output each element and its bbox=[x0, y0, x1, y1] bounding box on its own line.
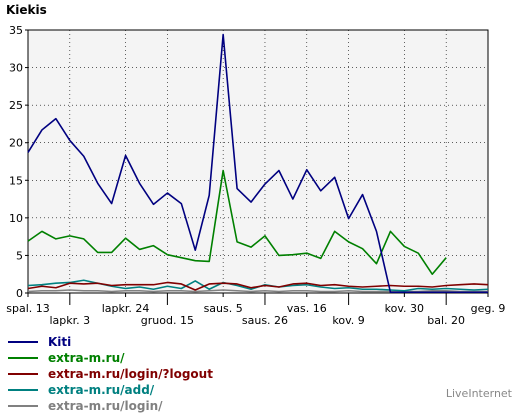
legend-item-extra-m-ru: extra-m.ru/ bbox=[8, 350, 213, 366]
legend-item-add: extra-m.ru/add/ bbox=[8, 382, 213, 398]
legend-label: extra-m.ru/ bbox=[48, 351, 125, 365]
x-tick-label: saus. 26 bbox=[242, 314, 288, 327]
legend-label: extra-m.ru/login/ bbox=[48, 399, 163, 413]
legend-label: extra-m.ru/add/ bbox=[48, 383, 155, 397]
x-tick-label: spal. 13 bbox=[6, 302, 50, 315]
legend-swatch bbox=[8, 373, 38, 375]
x-tick-label: kov. 30 bbox=[385, 302, 424, 315]
y-tick-label: 5 bbox=[16, 249, 23, 262]
y-tick-label: 20 bbox=[9, 137, 23, 150]
x-tick-label: geg. 9 bbox=[471, 302, 506, 315]
legend-label: extra-m.ru/login/?logout bbox=[48, 367, 213, 381]
y-tick-label: 25 bbox=[9, 99, 23, 112]
y-tick-label: 0 bbox=[16, 287, 23, 300]
x-tick-label: bal. 20 bbox=[427, 314, 465, 327]
y-tick-label: 10 bbox=[9, 212, 23, 225]
series-line-2 bbox=[27, 281, 489, 291]
liveinternet-brand: LiveInternet bbox=[445, 387, 512, 400]
y-tick-label: 35 bbox=[9, 24, 23, 37]
series-line-1 bbox=[27, 169, 447, 276]
series-lines bbox=[27, 33, 489, 294]
legend-item-login: extra-m.ru/login/ bbox=[8, 398, 213, 414]
legend: Kiti extra-m.ru/ extra-m.ru/login/?logou… bbox=[8, 334, 213, 414]
chart-title: Kiekis bbox=[6, 3, 47, 17]
x-tick-label: saus. 5 bbox=[204, 302, 243, 315]
series-line-0 bbox=[27, 33, 488, 294]
x-tick-label: lapkr. 3 bbox=[49, 314, 90, 327]
legend-swatch bbox=[8, 405, 38, 407]
x-tick-label: kov. 9 bbox=[332, 314, 364, 327]
legend-item-kiti: Kiti bbox=[8, 334, 213, 350]
y-axis: 0 5 10 15 20 25 30 35 bbox=[9, 24, 28, 300]
y-tick-label: 30 bbox=[9, 62, 23, 75]
grid bbox=[27, 30, 489, 293]
x-tick-label: gruod. 15 bbox=[141, 314, 194, 327]
legend-swatch bbox=[8, 341, 38, 343]
x-tick-label: vas. 16 bbox=[287, 302, 327, 315]
y-tick-label: 15 bbox=[9, 174, 23, 187]
legend-item-login-logout: extra-m.ru/login/?logout bbox=[8, 366, 213, 382]
legend-swatch bbox=[8, 389, 38, 391]
x-tick-label: lapkr. 24 bbox=[102, 302, 150, 315]
legend-label: Kiti bbox=[48, 335, 72, 349]
legend-swatch bbox=[8, 357, 38, 359]
